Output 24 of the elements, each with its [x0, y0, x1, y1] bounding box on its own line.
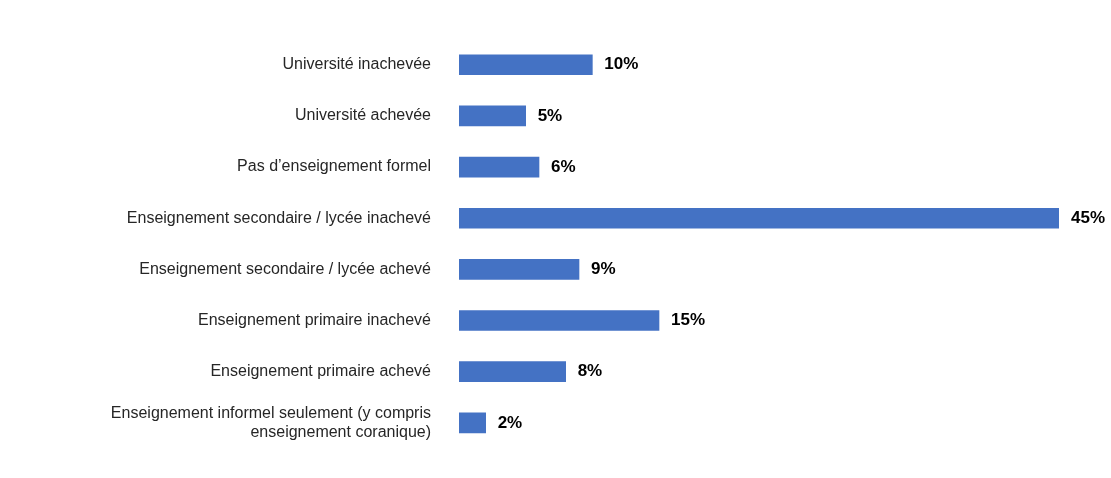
y-tick-label: Université achevée [294, 106, 432, 124]
bar [459, 156, 540, 178]
data-label: 6% [551, 156, 576, 176]
data-label: 5% [537, 105, 563, 125]
y-tick-label: Enseignement primaire inachevé [197, 310, 432, 328]
data-label: 45% [1071, 207, 1106, 227]
bar [459, 310, 660, 331]
data-label: 9% [591, 259, 616, 279]
data-label: 15% [671, 310, 706, 330]
data-label: 2% [497, 412, 523, 432]
y-tick-label: Enseignement secondaire / lycée achevé [139, 259, 432, 277]
bar [459, 361, 566, 383]
bar [459, 259, 580, 280]
bar [459, 54, 593, 76]
y-tick-label: Enseignement informel seulement (y compris enseignement coranique) [110, 403, 431, 440]
bar [459, 207, 1059, 229]
data-label: 8% [577, 361, 603, 381]
bar [459, 105, 526, 127]
data-label: 10% [604, 54, 639, 74]
y-tick-label: Enseignement secondaire / lycée inachevé [126, 208, 432, 226]
y-tick-label: Enseignement primaire achevé [210, 362, 432, 380]
bar [459, 412, 486, 434]
y-tick-label: Université inachevée [282, 55, 432, 73]
y-tick-label: Pas d’enseignement formel [237, 157, 431, 175]
